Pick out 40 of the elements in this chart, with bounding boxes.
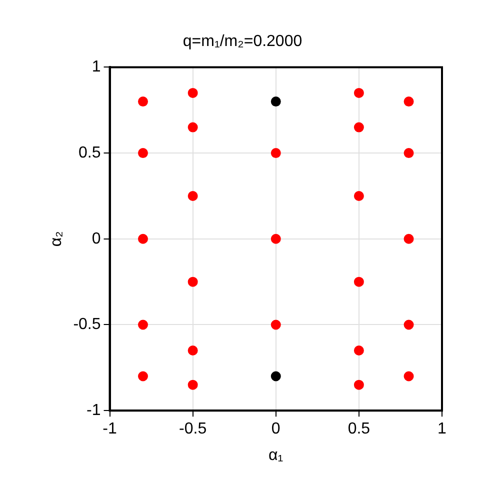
- x-tick-label: 0.5: [348, 420, 370, 438]
- y-tick-label: -0.5: [73, 316, 101, 334]
- y-tick-label: 0: [92, 230, 101, 248]
- point: [270, 96, 281, 107]
- point: [354, 380, 364, 390]
- point: [354, 346, 364, 356]
- point: [138, 371, 148, 382]
- point: [404, 371, 414, 382]
- point: [188, 276, 198, 287]
- x-tick-label: -1: [102, 420, 117, 438]
- point: [270, 148, 281, 158]
- y-tick-label: 1: [92, 58, 101, 76]
- chart-title: q=m₁/m₂=0.2000: [182, 33, 302, 50]
- point: [270, 234, 281, 244]
- point: [188, 122, 198, 132]
- point: [354, 88, 364, 98]
- point: [404, 234, 414, 244]
- x-axis-title: α₁: [268, 446, 284, 464]
- point: [188, 88, 198, 98]
- x-tick-label: 0: [271, 420, 280, 438]
- y-tick-label: -1: [86, 402, 101, 420]
- point: [270, 320, 281, 330]
- point: [354, 122, 364, 132]
- point: [270, 371, 281, 382]
- x-tick-label: -0.5: [179, 420, 207, 438]
- point: [354, 276, 364, 287]
- point: [188, 346, 198, 356]
- point: [404, 148, 414, 158]
- point: [404, 96, 414, 107]
- point: [354, 190, 364, 201]
- point: [138, 234, 148, 244]
- point: [138, 96, 148, 107]
- point: [188, 380, 198, 390]
- point: [138, 148, 148, 158]
- x-tick-label: 1: [438, 420, 447, 438]
- y-tick-label: 0.5: [78, 144, 101, 162]
- point: [188, 190, 198, 201]
- y-axis-title: α₂: [48, 231, 66, 247]
- point: [404, 320, 414, 330]
- point: [138, 320, 148, 330]
